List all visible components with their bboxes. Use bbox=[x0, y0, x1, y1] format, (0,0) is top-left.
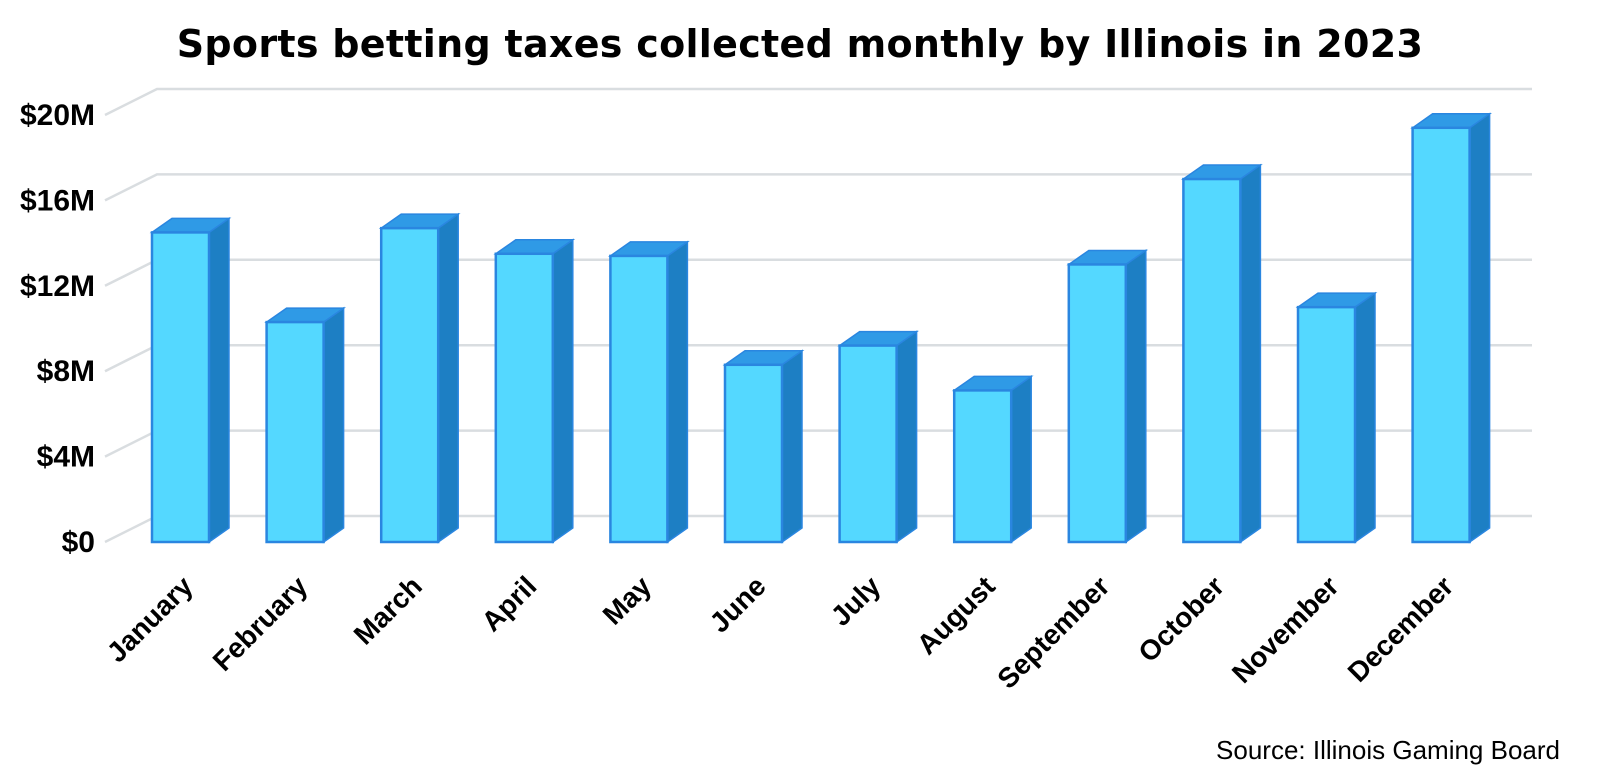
gridline bbox=[104, 258, 1532, 287]
bar-front bbox=[723, 363, 784, 544]
bar-side bbox=[208, 216, 230, 544]
bar-front bbox=[1411, 126, 1471, 544]
bar-side bbox=[1010, 374, 1032, 544]
x-axis-ticks: January February March April May June July Augu… bbox=[101, 570, 1460, 695]
bar-december bbox=[1410, 112, 1492, 544]
bar-side bbox=[552, 238, 574, 544]
bar-side bbox=[666, 240, 689, 544]
bars bbox=[149, 112, 1492, 544]
bar-side bbox=[1125, 249, 1147, 544]
bar-side bbox=[895, 330, 918, 544]
bar-front bbox=[150, 231, 211, 544]
bar-side bbox=[1468, 112, 1491, 544]
y-tick-label: $8M bbox=[37, 355, 95, 388]
gridline bbox=[104, 87, 1532, 117]
x-tick-label: June bbox=[704, 570, 772, 638]
bar-may bbox=[608, 240, 690, 544]
gridline bbox=[104, 173, 1532, 202]
bar-front bbox=[1067, 263, 1128, 544]
x-tick-label: August bbox=[911, 570, 1001, 660]
bar-october bbox=[1181, 163, 1263, 544]
y-tick-label: $4M bbox=[37, 441, 95, 474]
bar-front bbox=[838, 344, 898, 544]
x-tick-label: November bbox=[1226, 570, 1345, 689]
bar-february bbox=[264, 306, 346, 544]
bar-side bbox=[1354, 291, 1376, 544]
bar-front bbox=[1182, 177, 1242, 544]
x-tick-label: September bbox=[991, 570, 1115, 694]
y-tick-label: $20M bbox=[20, 99, 95, 132]
bar-side bbox=[322, 306, 345, 544]
bar-side bbox=[437, 212, 459, 544]
x-tick-label: July bbox=[825, 570, 887, 632]
x-tick-label: January bbox=[101, 570, 199, 668]
x-tick-label: October bbox=[1132, 570, 1230, 668]
x-tick-label: April bbox=[476, 570, 543, 637]
y-tick-label: $12M bbox=[20, 270, 95, 303]
x-tick-label: May bbox=[597, 570, 658, 631]
source-note: Source: Illinois Gaming Board bbox=[1216, 735, 1560, 765]
bar-front bbox=[265, 320, 325, 544]
bar-june bbox=[722, 349, 805, 544]
bar-front bbox=[609, 254, 669, 544]
bar-front bbox=[494, 252, 555, 544]
bar-november bbox=[1295, 291, 1378, 544]
chart-title: Sports betting taxes collected monthly b… bbox=[176, 22, 1424, 66]
y-tick-label: $16M bbox=[20, 184, 95, 217]
bar-july bbox=[837, 330, 919, 544]
y-tick-label: $0 bbox=[62, 526, 95, 559]
y-axis-ticks: $0 $4M $8M $12M $16M $20M bbox=[20, 99, 95, 559]
x-tick-label: February bbox=[207, 570, 314, 677]
bar-march bbox=[378, 212, 461, 544]
bar-january bbox=[149, 216, 232, 544]
bar-side bbox=[1239, 163, 1262, 544]
bar-side bbox=[781, 349, 803, 544]
x-tick-label: March bbox=[348, 570, 428, 650]
x-tick-label: December bbox=[1342, 570, 1460, 688]
bar-front bbox=[1296, 305, 1357, 544]
bar-front bbox=[952, 389, 1013, 544]
bar-april bbox=[493, 238, 576, 544]
bar-september bbox=[1066, 249, 1149, 544]
bar-august bbox=[951, 374, 1034, 544]
bar-front bbox=[379, 226, 440, 544]
